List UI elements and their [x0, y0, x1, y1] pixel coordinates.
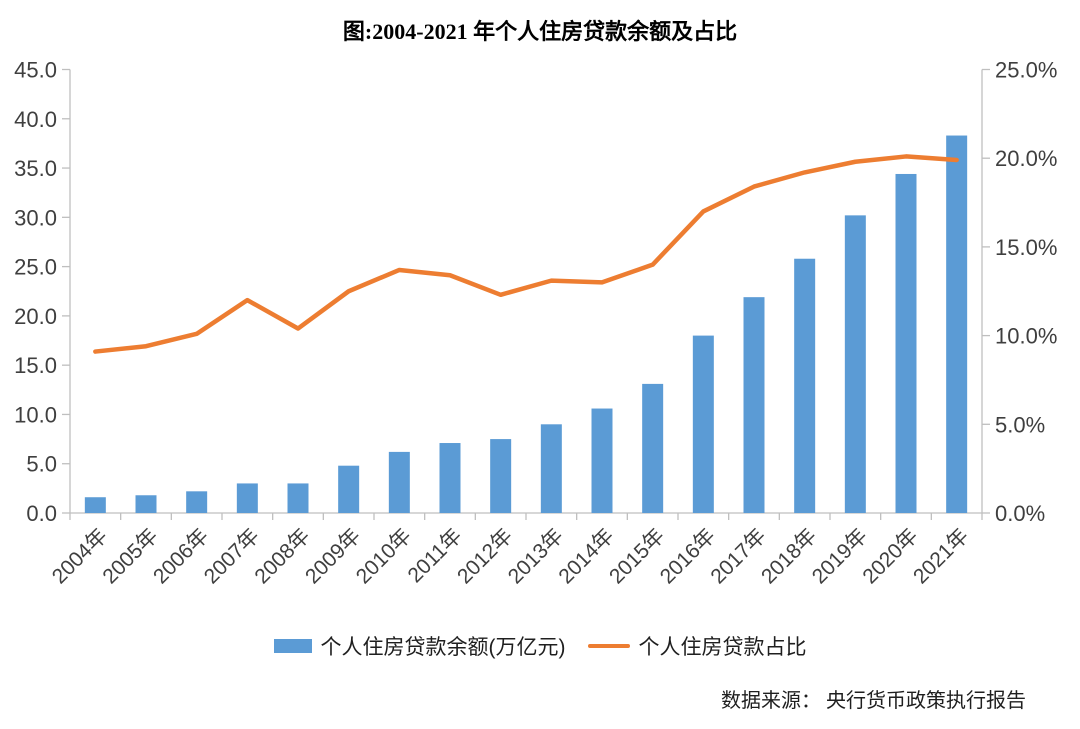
- x-axis-label: 2006年: [149, 524, 213, 588]
- x-axis-label: 2020年: [858, 524, 922, 588]
- left-axis-label: 30.0: [14, 205, 57, 230]
- bar: [439, 443, 461, 513]
- bar: [642, 383, 664, 513]
- x-axis-label: 2015年: [605, 524, 669, 588]
- x-axis-label: 2012年: [453, 524, 517, 588]
- bar: [84, 497, 106, 513]
- bar-series-label: 个人住房贷款余额(万亿元): [320, 636, 566, 659]
- x-axis-label: 2021年: [909, 524, 973, 588]
- bar: [540, 424, 562, 513]
- bar: [591, 408, 613, 513]
- x-axis-label: 2018年: [757, 524, 821, 588]
- left-axis-label: 5.0: [26, 452, 57, 477]
- left-axis-label: 20.0: [14, 304, 57, 329]
- bar: [743, 297, 765, 513]
- right-axis-label: 25.0%: [995, 58, 1057, 83]
- x-axis-label: 2004年: [48, 524, 112, 588]
- bar: [135, 495, 157, 513]
- x-axis-label: 2008年: [250, 524, 314, 588]
- x-axis-label: 2005年: [98, 524, 162, 588]
- bar: [236, 483, 258, 513]
- x-axis-label: 2017年: [706, 524, 770, 588]
- bar: [490, 439, 512, 513]
- line-series-label: 个人住房贷款占比: [638, 636, 807, 659]
- left-axis-label: 45.0: [14, 58, 57, 83]
- bar: [895, 173, 917, 514]
- bar: [388, 451, 410, 513]
- x-axis-label: 2007年: [200, 524, 264, 588]
- left-axis-label: 25.0: [14, 255, 57, 280]
- combo-chart: 0.0 5.0 10.0 15.0 20.0 25.0 30.0 35.0 40.0 45.0 0.…: [14, 58, 1057, 589]
- ratio-line: [93, 154, 959, 354]
- right-axis-label: 10.0%: [995, 324, 1057, 349]
- x-axis-label: 2013年: [504, 524, 568, 588]
- right-axis-label: 5.0%: [995, 412, 1045, 437]
- bar: [844, 215, 866, 513]
- bar: [338, 465, 360, 513]
- right-axis-label: 0.0%: [995, 501, 1045, 526]
- right-axis-label: 20.0%: [995, 146, 1057, 171]
- x-axis-label: 2019年: [808, 524, 872, 588]
- bar: [186, 491, 208, 513]
- chart-title: 图:2004-2021 年个人住房贷款余额及占比: [342, 19, 738, 44]
- left-axis-label: 40.0: [14, 107, 57, 132]
- x-axis-label: 2010年: [352, 524, 416, 588]
- bar-series-swatch-icon: [273, 639, 312, 653]
- line-series-swatch-icon: [587, 644, 630, 648]
- bar: [946, 135, 968, 513]
- left-axis-label: 15.0: [14, 353, 57, 378]
- bar: [794, 258, 816, 513]
- x-axis-label: 2011年: [403, 524, 466, 587]
- bar: [692, 335, 714, 513]
- x-axis-label: 2016年: [656, 524, 720, 588]
- x-axis-label: 2009年: [301, 524, 365, 588]
- data-source: 数据来源： 央行货币政策执行报告: [721, 690, 1026, 712]
- left-axis-label: 35.0: [14, 156, 57, 181]
- right-axis-label: 15.0%: [995, 235, 1057, 260]
- left-axis-label: 10.0: [14, 402, 57, 427]
- x-axis-label: 2014年: [554, 524, 618, 588]
- chart-legend: 个人住房贷款余额(万亿元) 个人住房贷款占比: [0, 631, 1080, 661]
- bar: [287, 483, 309, 513]
- left-axis-label: 0.0: [26, 501, 57, 526]
